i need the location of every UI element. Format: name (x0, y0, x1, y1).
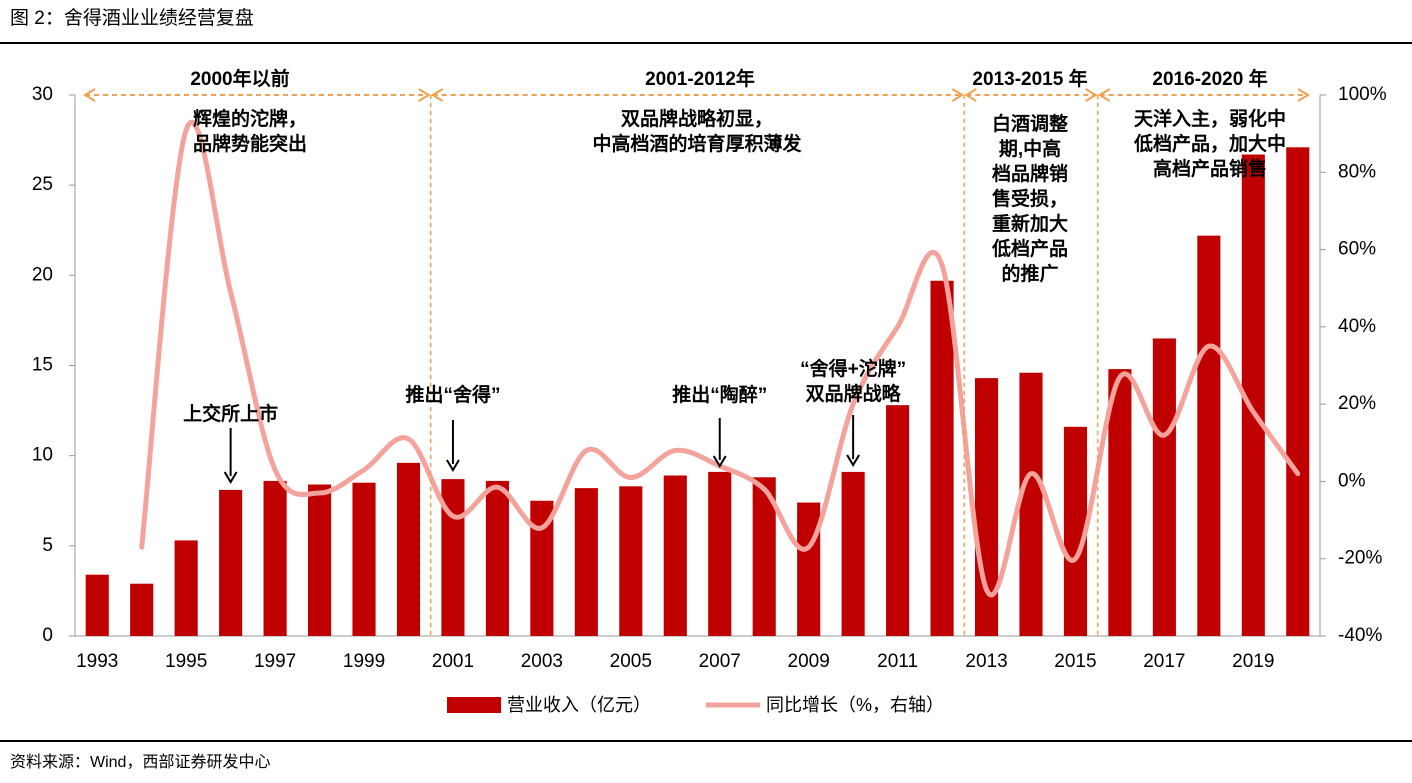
x-tick-label: 2005 (610, 651, 652, 672)
period-note: 档品牌销 (992, 162, 1068, 185)
bar (263, 480, 287, 636)
arrow-head (83, 88, 96, 102)
legend-label: 同比增长（%，右轴） (766, 695, 944, 715)
bar (1152, 338, 1176, 636)
bar (974, 378, 999, 636)
y2-tick-label: 60% (1338, 239, 1376, 260)
x-tick-label: 2003 (521, 651, 563, 672)
x-tick-label: 2013 (965, 651, 1007, 672)
period-label: 2016-2020 年 (1152, 67, 1267, 90)
event-arrow-head (446, 459, 460, 472)
x-tick-label: 2015 (1054, 651, 1096, 672)
x-tick-label: 2019 (1232, 651, 1274, 672)
period-note: 重新加大 (992, 212, 1068, 235)
period-note: 低档产品，加大中 (1133, 132, 1286, 155)
period-note: 天洋入主，弱化中 (1134, 107, 1286, 130)
bar (841, 471, 865, 636)
event-label: 推出“陶醉” (672, 383, 767, 406)
bar (574, 488, 598, 636)
legend-label: 营业收入（亿元） (507, 695, 651, 715)
bar (619, 486, 643, 636)
event-arrow-head (846, 454, 860, 467)
period-note: 白酒调整 (992, 112, 1068, 135)
y2-tick-label: 80% (1338, 161, 1376, 182)
figure-title: 图 2：舍得酒业业绩经营复盘 (10, 7, 254, 29)
arrow-head (418, 88, 431, 102)
period-note: 品牌势能突出 (193, 132, 307, 155)
event-label: 上交所上市 (183, 402, 278, 425)
y-tick-label: 15 (32, 355, 53, 376)
bar (174, 540, 198, 636)
bar (1063, 426, 1088, 636)
x-tick-label: 2009 (788, 651, 830, 672)
period-note: 中高档酒的培育厚积薄发 (592, 132, 802, 155)
x-tick-label: 1999 (343, 651, 385, 672)
y2-tick-label: 0% (1338, 470, 1366, 491)
period-note: 售受损， (991, 187, 1068, 210)
bar (930, 280, 954, 636)
x-tick-label: 1995 (165, 651, 207, 672)
y-tick-label: 30 (32, 84, 53, 105)
period-label: 2013-2015 年 (972, 67, 1087, 90)
bar (752, 477, 776, 636)
y2-tick-label: 100% (1338, 84, 1387, 105)
period-note: 期,中高 (999, 137, 1061, 160)
legend-swatch (447, 697, 501, 713)
arrow-head (951, 88, 965, 102)
event-arrow-head (223, 471, 238, 484)
y2-tick-label: 20% (1338, 393, 1376, 414)
arrow-head (430, 88, 444, 102)
x-tick-label: 2001 (432, 651, 474, 672)
y2-tick-label: 40% (1338, 316, 1376, 337)
bar (485, 480, 509, 636)
period-note: 辉煌的沱牌， (193, 107, 307, 130)
period-note: 低档产品 (991, 237, 1068, 260)
source: 资料来源：Wind，西部证券研发中心 (10, 753, 270, 771)
bar (1108, 369, 1132, 636)
period-label: 2000年以前 (190, 67, 289, 90)
x-tick-label: 1993 (76, 651, 118, 672)
bar (886, 405, 910, 636)
x-tick-label: 2007 (699, 651, 741, 672)
bar (396, 462, 421, 636)
bar (1286, 147, 1310, 636)
bar (85, 574, 109, 636)
bar (219, 489, 243, 636)
x-tick-label: 1997 (254, 651, 296, 672)
period-note: 高档产品销售 (1153, 157, 1267, 180)
bar (130, 583, 154, 636)
bar (530, 500, 554, 636)
y-tick-label: 20 (32, 264, 53, 285)
bar (797, 502, 821, 636)
arrow-head (1097, 88, 1111, 102)
event-label: “舍得+沱牌” (800, 357, 906, 380)
period-note: 双品牌战略初显， (621, 107, 773, 130)
bar (307, 484, 332, 636)
arrow-head (1297, 88, 1310, 102)
bar (1241, 154, 1265, 636)
growth-line (139, 119, 1301, 598)
event-label: 双品牌战略 (806, 382, 902, 405)
period-label: 2001-2012年 (645, 67, 755, 90)
y2-tick-label: -40% (1338, 625, 1382, 646)
y-tick-label: 5 (42, 535, 53, 556)
bar (663, 475, 687, 636)
y-tick-label: 25 (32, 174, 53, 195)
x-tick-label: 2011 (877, 651, 918, 672)
y-tick-label: 0 (42, 625, 53, 646)
bar (352, 482, 376, 636)
period-note: 的推广 (1001, 262, 1058, 285)
arrow-head (1085, 88, 1098, 102)
bar (1019, 372, 1043, 636)
y-tick-label: 10 (32, 445, 53, 466)
x-tick-label: 2017 (1143, 651, 1185, 672)
bar (708, 471, 732, 636)
event-arrow-head (712, 455, 727, 468)
arrow-head (964, 88, 977, 102)
bar (1197, 235, 1221, 636)
event-label: 推出“舍得” (405, 383, 500, 406)
y2-tick-label: -20% (1338, 548, 1382, 569)
